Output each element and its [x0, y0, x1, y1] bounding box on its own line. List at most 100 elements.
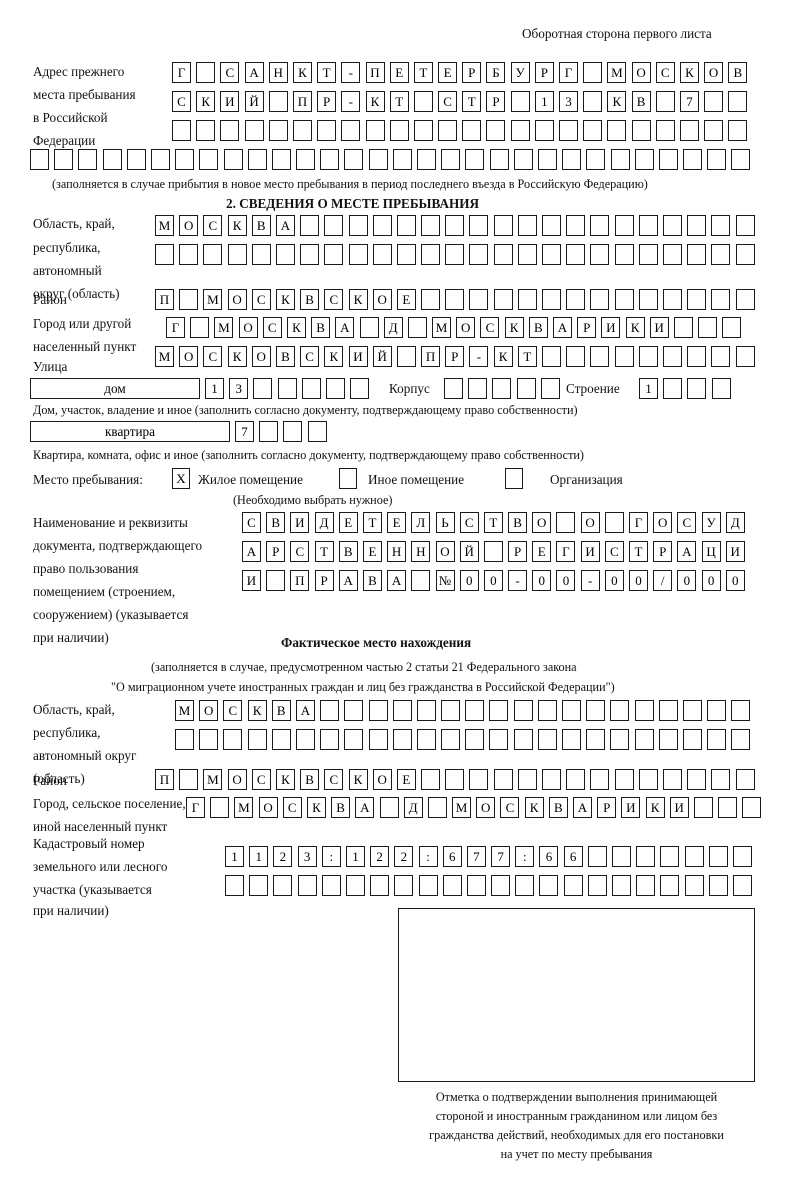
section2-region-row-2-cell-15[interactable]: [493, 244, 513, 265]
actual-city-row-cell-8[interactable]: А: [355, 797, 375, 818]
previous-address-row-4-cell-7[interactable]: [175, 149, 195, 170]
previous-address-row-4-cell-27[interactable]: [658, 149, 678, 170]
cadastral-row-1-cell-15[interactable]: 6: [563, 846, 583, 867]
actual-region-row-2-cell-10[interactable]: [392, 729, 412, 750]
previous-address-row-1-cell-24[interactable]: В: [728, 62, 748, 83]
house-number-cells-cell-2[interactable]: 3: [229, 378, 249, 399]
document-row-1-cell-2[interactable]: В: [266, 512, 286, 533]
section2-district-row-cell-19[interactable]: [590, 289, 610, 310]
actual-region-row-1-cell-11[interactable]: [416, 700, 436, 721]
document-row-2-cell-21[interactable]: И: [725, 541, 745, 562]
actual-city-row-cell-11[interactable]: [427, 797, 447, 818]
section2-region-row-2-cell-13[interactable]: [445, 244, 465, 265]
cadastral-row-2-cell-14[interactable]: [539, 875, 559, 896]
cadastral-row-2-cell-8[interactable]: [394, 875, 414, 896]
previous-address-row-2-cell-17[interactable]: 3: [559, 91, 578, 112]
section2-city-row-cell-11[interactable]: [407, 317, 427, 338]
document-row-2-cell-3[interactable]: С: [290, 541, 310, 562]
cadastral-row-2-cell-15[interactable]: [563, 875, 583, 896]
korpus-cells-cell-3[interactable]: [492, 378, 512, 399]
previous-address-row-1-cell-13[interactable]: Р: [462, 62, 482, 83]
section2-region-row-2-cell-10[interactable]: [372, 244, 392, 265]
section2-street-row-cell-24[interactable]: [711, 346, 731, 367]
actual-region-row-1-cell-10[interactable]: [392, 700, 412, 721]
section2-street-row-cell-2[interactable]: О: [179, 346, 199, 367]
actual-city-row-cell-16[interactable]: В: [548, 797, 568, 818]
section2-district-row-cell-7[interactable]: В: [300, 289, 320, 310]
section2-street-row-cell-25[interactable]: [735, 346, 755, 367]
document-row-1-cell-12[interactable]: В: [508, 512, 528, 533]
previous-address-row-4-cell-26[interactable]: [634, 149, 654, 170]
section2-region-row-1-cell-1[interactable]: М: [155, 215, 174, 236]
previous-address-row-3-cell-15[interactable]: [510, 120, 530, 141]
cadastral-row-2-cell-2[interactable]: [249, 875, 269, 896]
section2-region-row-1-cell-16[interactable]: [517, 215, 537, 236]
document-row-3-cell-9[interactable]: №: [435, 570, 455, 591]
previous-address-row-4-cell-3[interactable]: [78, 149, 98, 170]
actual-region-row-2-cell-2[interactable]: [199, 729, 219, 750]
actual-city-row-cell-13[interactable]: О: [476, 797, 496, 818]
house-number-cells-cell-4[interactable]: [277, 378, 297, 399]
cadastral-row-1-cell-17[interactable]: [612, 846, 631, 867]
actual-city-row-cell-17[interactable]: А: [573, 797, 592, 818]
document-row-2-cell-9[interactable]: О: [435, 541, 455, 562]
section2-city-row-cell-10[interactable]: Д: [383, 317, 403, 338]
actual-region-row-2-cell-14[interactable]: [489, 729, 509, 750]
previous-address-row-1-cell-19[interactable]: М: [607, 62, 627, 83]
actual-district-row-cell-25[interactable]: [735, 769, 755, 790]
cadastral-row-1-cell-6[interactable]: 1: [345, 846, 365, 867]
actual-district-row-cell-5[interactable]: С: [251, 769, 271, 790]
document-row-1-cell-3[interactable]: И: [290, 512, 310, 533]
cadastral-row-1-cell-8[interactable]: 2: [394, 846, 414, 867]
section2-region-row-1-cell-5[interactable]: В: [251, 215, 271, 236]
actual-district-row-cell-19[interactable]: [590, 769, 610, 790]
section2-region-row-1-cell-6[interactable]: А: [275, 215, 295, 236]
actual-region-row-1-cell-7[interactable]: [320, 700, 340, 721]
document-row-3-cell-13[interactable]: 0: [532, 570, 552, 591]
stroenie-cells-cell-4[interactable]: [711, 378, 731, 399]
actual-region-row-2-cell-12[interactable]: [441, 729, 461, 750]
document-row-3-cell-2[interactable]: [266, 570, 286, 591]
section2-district-row-cell-20[interactable]: [614, 289, 634, 310]
previous-address-row-1-cell-9[interactable]: П: [365, 62, 385, 83]
section2-region-row-1-cell-10[interactable]: [372, 215, 392, 236]
document-row-2-cell-11[interactable]: [483, 541, 503, 562]
actual-city-row-cell-3[interactable]: М: [234, 797, 254, 818]
actual-district-row-cell-17[interactable]: [542, 769, 561, 790]
cadastral-row-2-cell-16[interactable]: [587, 875, 607, 896]
document-row-2-cell-18[interactable]: Р: [653, 541, 673, 562]
actual-region-row-1-cell-24[interactable]: [731, 700, 751, 721]
actual-district-row-cell-22[interactable]: [662, 769, 682, 790]
previous-address-row-3-cell-4[interactable]: [244, 120, 264, 141]
section2-region-row-2-cell-7[interactable]: [300, 244, 320, 265]
document-row-1-cell-7[interactable]: Е: [387, 512, 407, 533]
previous-address-row-3-cell-7[interactable]: [317, 120, 337, 141]
section2-street-row-cell-3[interactable]: С: [203, 346, 223, 367]
document-row-3-cell-19[interactable]: 0: [677, 570, 697, 591]
section2-region-row-1-cell-4[interactable]: К: [227, 215, 247, 236]
document-row-2-cell-14[interactable]: Г: [556, 541, 576, 562]
section2-region-row-2-cell-11[interactable]: [396, 244, 416, 265]
actual-district-row-cell-23[interactable]: [687, 769, 707, 790]
previous-address-row-3-cell-9[interactable]: [365, 120, 385, 141]
section2-region-row-2-cell-16[interactable]: [517, 244, 537, 265]
previous-address-row-4-cell-4[interactable]: [102, 149, 122, 170]
cadastral-row-2-cell-18[interactable]: [636, 875, 656, 896]
actual-region-row-2-cell-15[interactable]: [513, 729, 533, 750]
previous-address-row-4-cell-20[interactable]: [489, 149, 509, 170]
previous-address-row-4-cell-19[interactable]: [465, 149, 485, 170]
document-row-1-cell-5[interactable]: Е: [338, 512, 358, 533]
document-row-1-cell-11[interactable]: Т: [483, 512, 503, 533]
section2-district-row-cell-2[interactable]: [179, 289, 199, 310]
cadastral-row-2-cell-13[interactable]: [515, 875, 535, 896]
actual-region-row-1-cell-17[interactable]: [562, 700, 581, 721]
previous-address-row-3-cell-3[interactable]: [220, 120, 240, 141]
actual-region-row-2-cell-4[interactable]: [247, 729, 267, 750]
actual-region-row-1-cell-9[interactable]: [368, 700, 388, 721]
section2-region-row-2-cell-4[interactable]: [227, 244, 247, 265]
section2-district-row-cell-16[interactable]: [517, 289, 537, 310]
actual-region-row-2-cell-21[interactable]: [658, 729, 678, 750]
section2-region-row-1-cell-25[interactable]: [735, 215, 755, 236]
document-row-3[interactable]: И П Р А В А № 0 0-0 0-0 0/0 0 0: [242, 570, 745, 591]
